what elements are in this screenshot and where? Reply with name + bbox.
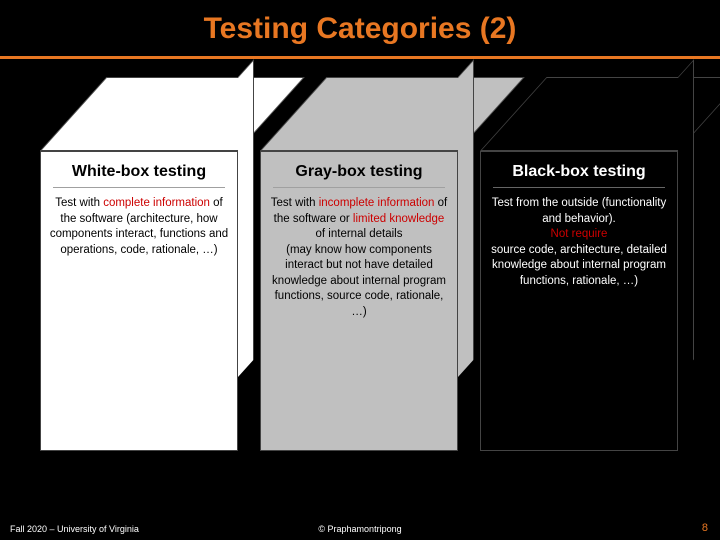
footer: Fall 2020 – University of Virginia © Pra… — [0, 518, 720, 534]
page-title: Testing Categories (2) — [0, 0, 720, 56]
card-title: Gray-box testing — [269, 162, 449, 181]
card-title: White-box testing — [49, 162, 229, 181]
card-black: Black-box testing Test from the outside … — [480, 151, 678, 451]
cube-top-face — [40, 77, 305, 151]
card-divider — [493, 187, 665, 188]
cube-side-face — [678, 59, 694, 377]
footer-page-number: 8 — [702, 522, 708, 534]
card-title: Black-box testing — [489, 162, 669, 181]
card-gray: Gray-box testing Test with incomplete in… — [260, 151, 458, 451]
card-divider — [273, 187, 445, 188]
card-body: Test with complete information of the so… — [49, 196, 229, 258]
card-body: Test from the outside (functionality and… — [489, 196, 669, 289]
card-white: White-box testing Test with complete inf… — [40, 151, 238, 451]
cube-top-face — [260, 77, 525, 151]
boxes-area: White-box testing Test with complete inf… — [0, 59, 720, 489]
cube-side-face — [238, 59, 254, 377]
card-divider — [53, 187, 225, 188]
footer-center: © Praphamontripong — [0, 524, 720, 534]
card-body: Test with incomplete information of the … — [269, 196, 449, 320]
cube-side-face — [458, 59, 474, 377]
